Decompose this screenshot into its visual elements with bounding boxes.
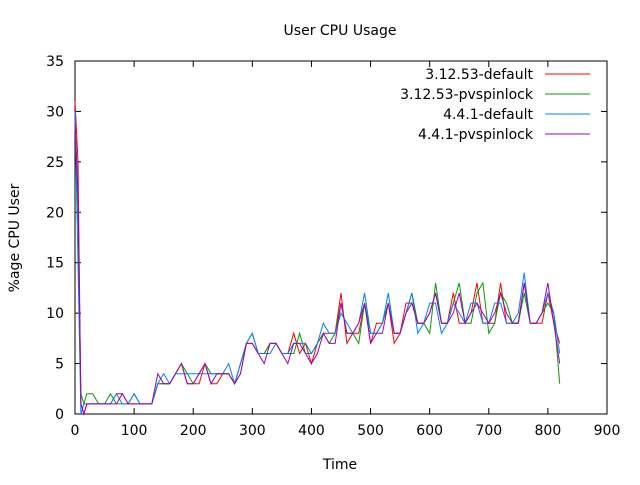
x-tick-label: 800 — [535, 423, 562, 439]
legend-label: 3.12.53-pvspinlock — [400, 87, 534, 103]
plot-frame — [74, 60, 608, 415]
x-tick-label: 0 — [71, 423, 80, 439]
x-tick-label: 700 — [475, 423, 502, 439]
y-tick-label: 25 — [46, 155, 64, 171]
x-tick-label: 600 — [416, 423, 443, 439]
series-line-1 — [74, 101, 561, 416]
y-tick-label: 0 — [55, 407, 64, 423]
y-tick-label: 30 — [46, 104, 64, 120]
x-tick-label: 500 — [357, 423, 384, 439]
y-tick-label: 15 — [46, 256, 64, 272]
y-axis-label: %age CPU User — [7, 183, 23, 292]
chart-title: User CPU Usage — [284, 23, 397, 39]
x-tick-label: 400 — [298, 423, 325, 439]
series-line-4 — [74, 121, 561, 416]
series-line-3 — [74, 111, 561, 415]
x-axis-label: Time — [322, 457, 357, 473]
series-line-2 — [74, 121, 561, 406]
legend-label: 4.4.1-pvspinlock — [418, 127, 534, 143]
x-tick-label: 900 — [594, 423, 621, 439]
legend-label: 4.4.1-default — [443, 107, 533, 123]
y-tick-label: 5 — [55, 357, 64, 373]
y-tick-label: 20 — [46, 205, 64, 221]
y-tick-label: 35 — [46, 54, 64, 70]
x-tick-label: 100 — [121, 423, 148, 439]
x-tick-label: 300 — [239, 423, 266, 439]
legend-label: 3.12.53-default — [425, 67, 533, 83]
y-tick-label: 10 — [46, 306, 64, 322]
x-tick-label: 200 — [180, 423, 207, 439]
